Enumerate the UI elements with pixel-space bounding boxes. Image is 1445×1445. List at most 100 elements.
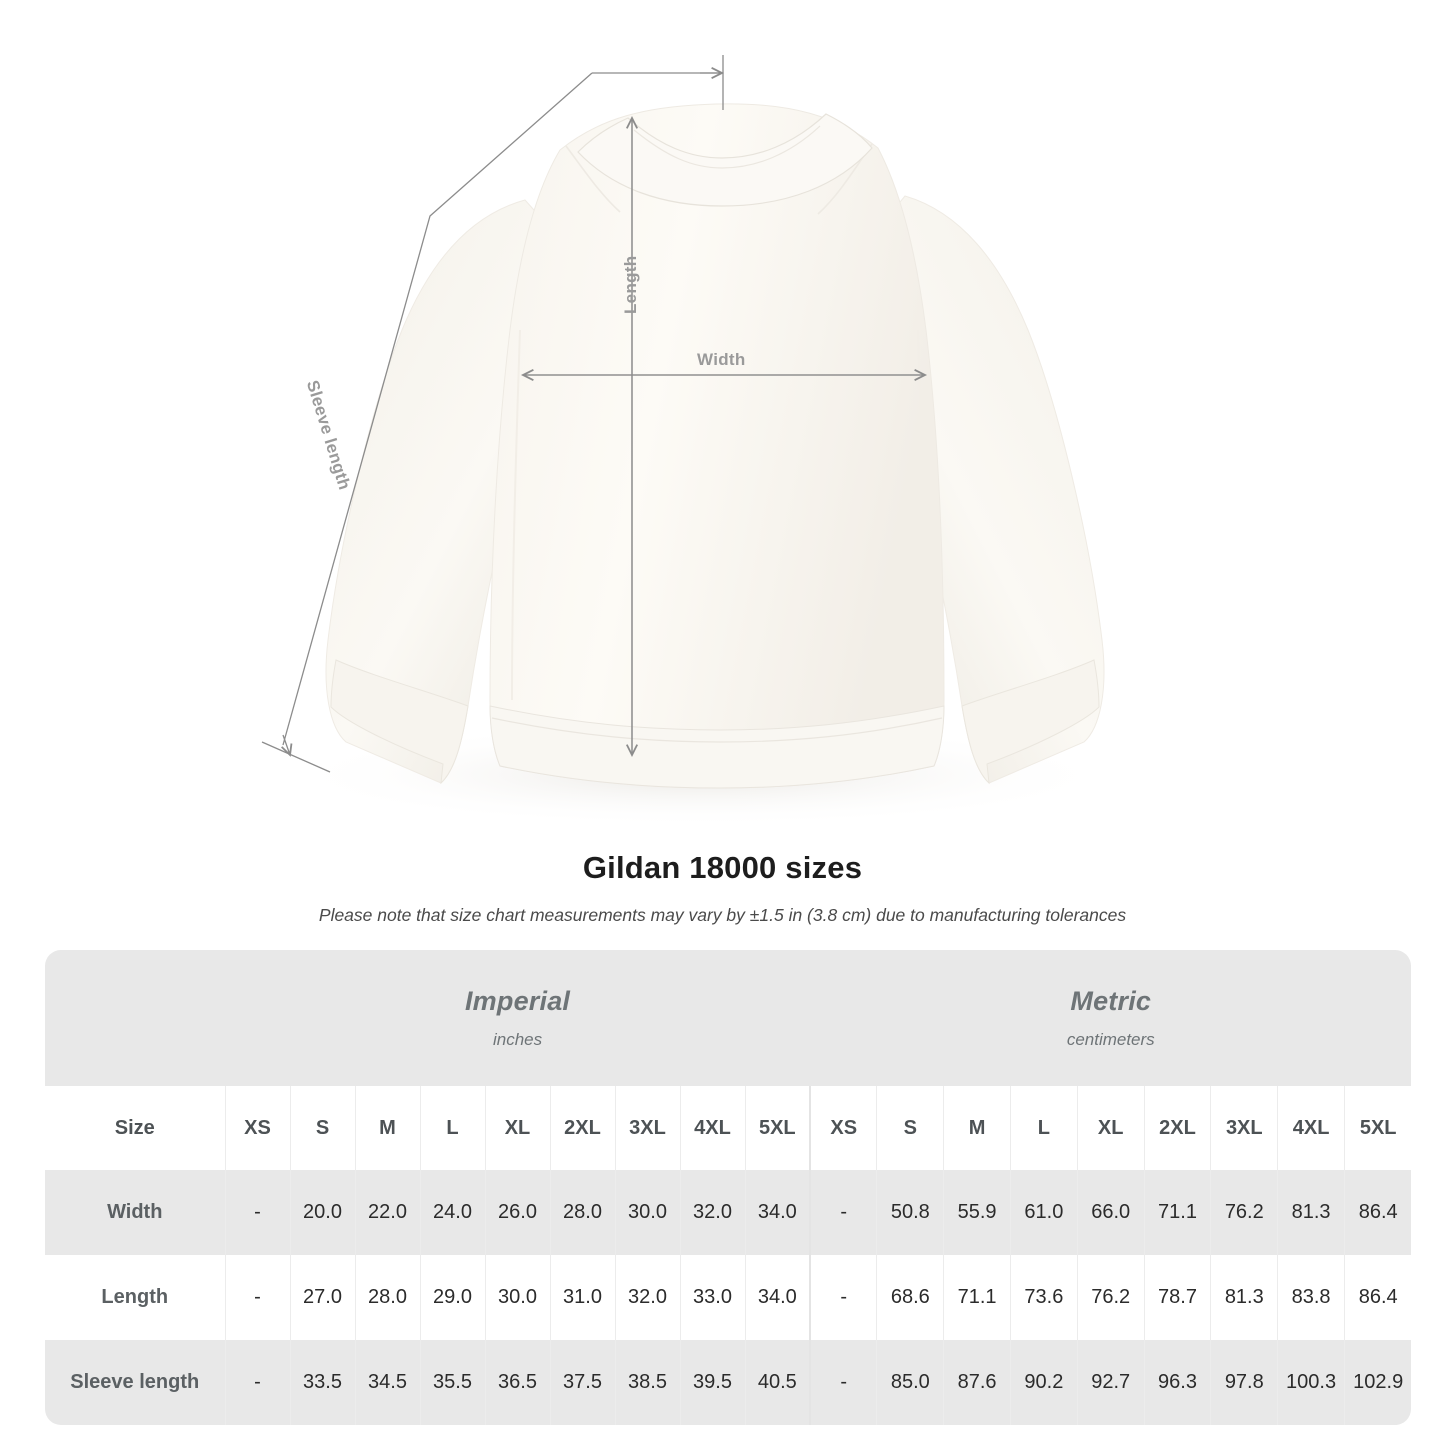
table-cell: 33.5	[289, 1340, 355, 1425]
sweatshirt-diagram	[261, 55, 1120, 827]
table-cell: 50.8	[876, 1170, 944, 1255]
table-cell: 24.0	[419, 1170, 485, 1255]
row-label-sleeve-length: Sleeve length	[45, 1340, 225, 1425]
table-cell: 38.5	[614, 1340, 680, 1425]
imperial-unit-cell: Imperial inches	[225, 950, 811, 1086]
table-cell: 96.3	[1143, 1340, 1211, 1425]
size-column-header: Size	[45, 1086, 225, 1170]
table-cell: -	[809, 1170, 877, 1255]
table-cell: 33.0	[679, 1255, 745, 1340]
table-cell: 36.5	[484, 1340, 550, 1425]
table-cell: 86.4	[1343, 1170, 1412, 1255]
table-cell: -	[224, 1255, 290, 1340]
size-header-imperial-3xl: 3XL	[614, 1086, 680, 1170]
size-header-metric-m: M	[943, 1086, 1011, 1170]
table-cell: 39.5	[679, 1340, 745, 1425]
width-label: Width	[697, 350, 746, 369]
metric-unit-sub: centimeters	[1066, 1030, 1155, 1049]
tolerance-note: Please note that size chart measurements…	[318, 905, 1127, 925]
table-cell: 27.0	[289, 1255, 355, 1340]
row-label-width: Width	[45, 1170, 225, 1255]
table-cell: 102.9	[1343, 1340, 1412, 1425]
table-cell: 73.6	[1010, 1255, 1078, 1340]
table-cell: 83.8	[1277, 1255, 1345, 1340]
length-label: Length	[621, 255, 640, 314]
size-header-metric-4xl: 4XL	[1277, 1086, 1345, 1170]
table-cell: 32.0	[614, 1255, 680, 1340]
page-title: Gildan 18000 sizes	[582, 850, 863, 885]
size-header-metric-s: S	[876, 1086, 944, 1170]
size-table-container: Imperial inches Metric centimeters Size X…	[45, 950, 1412, 1425]
table-cell: 71.1	[1143, 1170, 1211, 1255]
unit-band-row: Imperial inches Metric centimeters	[45, 950, 1412, 1086]
size-header-metric-l: L	[1010, 1086, 1078, 1170]
table-cell: 66.0	[1076, 1170, 1145, 1255]
imperial-unit-name: Imperial	[464, 986, 571, 1016]
size-header-imperial-m: M	[354, 1086, 420, 1170]
table-cell: 34.5	[354, 1340, 420, 1425]
table-cell: 76.2	[1076, 1255, 1145, 1340]
table-cell: 92.7	[1076, 1340, 1145, 1425]
table-cell: -	[224, 1170, 290, 1255]
size-header-imperial-4xl: 4XL	[679, 1086, 745, 1170]
table-cell: 28.0	[354, 1255, 420, 1340]
table-cell: 100.3	[1277, 1340, 1345, 1425]
garment-illustration: Length Width Sleeve length	[261, 55, 1120, 827]
size-header-imperial-5xl: 5XL	[744, 1086, 811, 1170]
table-cell: 29.0	[419, 1255, 485, 1340]
size-header-metric-xs: XS	[809, 1086, 877, 1170]
table-cell: 40.5	[744, 1340, 811, 1425]
table-cell: 78.7	[1143, 1255, 1211, 1340]
unit-band-spacer	[45, 950, 225, 1086]
title-block: Gildan 18000 sizes Please note that size…	[0, 840, 1445, 926]
table-cell: 90.2	[1010, 1340, 1078, 1425]
sleeve-length-dimension	[261, 55, 725, 773]
table-cell: 85.0	[876, 1340, 944, 1425]
table-cell: 97.8	[1210, 1340, 1278, 1425]
table-cell: 35.5	[419, 1340, 485, 1425]
size-header-metric-5xl: 5XL	[1343, 1086, 1412, 1170]
table-cell: 20.0	[289, 1170, 355, 1255]
table-cell: 76.2	[1210, 1170, 1278, 1255]
table-cell: 87.6	[943, 1340, 1011, 1425]
size-header-imperial-xl: XL	[484, 1086, 550, 1170]
table-cell: 81.3	[1277, 1170, 1345, 1255]
table-cell: 61.0	[1010, 1170, 1078, 1255]
table-row: Length -27.0 28.0 29.0 30.0 31.0 32.0 33.0 34.0-…	[45, 1255, 1412, 1340]
table-cell: 31.0	[549, 1255, 615, 1340]
row-label-length: Length	[45, 1255, 225, 1340]
table-cell: -	[224, 1340, 290, 1425]
size-header-metric-3xl: 3XL	[1210, 1086, 1278, 1170]
table-cell: 81.3	[1210, 1255, 1278, 1340]
table-row: Sleeve length -33.5 34.5 35.5 36.5 37.5 38.5 39…	[45, 1340, 1412, 1425]
table-cell: 34.0	[744, 1255, 811, 1340]
size-header-metric-xl: XL	[1076, 1086, 1145, 1170]
table-cell: 28.0	[549, 1170, 615, 1255]
table-cell: 34.0	[744, 1170, 811, 1255]
size-header-imperial-xs: XS	[224, 1086, 290, 1170]
table-cell: -	[809, 1255, 877, 1340]
size-header-imperial-s: S	[289, 1086, 355, 1170]
size-table-body: Width -20.0 22.0 24.0 26.0 28.0 30.0 32.0 34.0-5…	[45, 1170, 1412, 1425]
size-header-row: Size XS S M L XL 2XL 3XL 4XL 5XL XS S M L XL 2XL 3XL 4XL 5…	[45, 1086, 1412, 1170]
table-row: Width -20.0 22.0 24.0 26.0 28.0 30.0 32.0 34.0-5…	[45, 1170, 1412, 1255]
table-cell: 37.5	[549, 1340, 615, 1425]
table-cell: 68.6	[876, 1255, 944, 1340]
metric-unit-cell: Metric centimeters	[810, 950, 1412, 1086]
size-header-imperial-2xl: 2XL	[549, 1086, 615, 1170]
metric-unit-name: Metric	[1070, 986, 1152, 1016]
size-table: Imperial inches Metric centimeters Size X…	[45, 950, 1412, 1425]
table-cell: 22.0	[354, 1170, 420, 1255]
table-cell: 26.0	[484, 1170, 550, 1255]
imperial-unit-sub: inches	[492, 1030, 543, 1049]
table-cell: 32.0	[679, 1170, 745, 1255]
table-cell: -	[809, 1340, 877, 1425]
size-header-metric-2xl: 2XL	[1143, 1086, 1211, 1170]
size-header-imperial-l: L	[419, 1086, 485, 1170]
table-cell: 55.9	[943, 1170, 1011, 1255]
table-cell: 30.0	[484, 1255, 550, 1340]
table-cell: 71.1	[943, 1255, 1011, 1340]
table-cell: 86.4	[1343, 1255, 1412, 1340]
table-cell: 30.0	[614, 1170, 680, 1255]
